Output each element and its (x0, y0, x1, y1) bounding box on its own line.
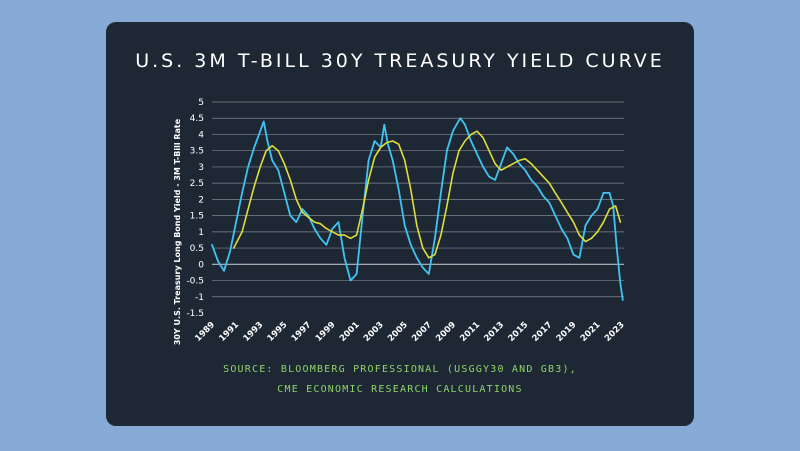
x-tick-label: 2023 (603, 320, 627, 344)
x-tick-label: 2019 (555, 320, 579, 344)
source-line-2: CME ECONOMIC RESEARCH CALCULATIONS (277, 384, 523, 395)
x-tick-label: 2001 (338, 320, 362, 344)
x-tick-labels: 1989 1991 1993 1995 1997 1999 2001 2003 2005 2007… (193, 320, 626, 344)
x-tick-label: 1997 (290, 320, 314, 344)
source-line-1: SOURCE: BLOOMBERG PROFESSIONAL (USGGY30 … (223, 364, 577, 375)
y-tick-label: 2.5 (190, 179, 204, 189)
y-tick-label: 1.5 (190, 212, 204, 222)
y-tick-label: 0 (198, 260, 204, 270)
chart-title: U.S. 3M T-BILL 30Y TREASURY YIELD CURVE (135, 50, 665, 72)
x-tick-label: 1991 (217, 320, 241, 344)
x-tick-label: 2015 (507, 320, 531, 344)
x-tick-label: 2021 (579, 320, 603, 344)
x-tick-label: 2005 (386, 320, 410, 344)
x-tick-label: 2007 (410, 320, 434, 344)
x-tick-label: 2013 (482, 320, 506, 344)
x-tick-label: 2011 (458, 320, 482, 344)
x-tick-label: 2017 (531, 320, 555, 344)
y-tick-label: 2 (198, 195, 204, 205)
y-tick-label: 4 (198, 130, 204, 140)
x-tick-label: 1995 (266, 320, 290, 344)
x-tick-label: 2009 (434, 320, 458, 344)
y-tick-label: 4.5 (190, 114, 204, 124)
y-tick-label: -0.5 (186, 277, 204, 287)
x-tick-label: 1999 (314, 320, 338, 344)
x-tick-label: 2003 (362, 320, 386, 344)
y-axis-label: 30Y U.S. Treasury Long Bond Yield - 3M T… (173, 118, 182, 345)
y-tick-label: -1 (195, 293, 204, 303)
moving-average-line (232, 130, 622, 259)
y-tick-label: 1 (198, 228, 204, 238)
y-tick-label: -1.5 (186, 309, 204, 319)
y-tick-labels: 5 4.5 4 3.5 3 2.5 2 1.5 1 0.5 0 -0.5 -1 -1.5 (186, 98, 204, 319)
y-tick-label: 5 (198, 98, 204, 108)
grid-lines (212, 101, 624, 298)
y-tick-label: 0.5 (190, 244, 204, 254)
y-tick-label: 3.5 (190, 147, 204, 157)
y-tick-label: 3 (198, 163, 204, 173)
x-tick-label: 1993 (241, 320, 265, 344)
spread-series-line (211, 117, 624, 301)
yield-curve-chart: 5 4.5 4 3.5 3 2.5 2 1.5 1 0.5 0 -0.5 -1 -1.5 1989 1991… (173, 98, 627, 345)
chart-card: U.S. 3M T-BILL 30Y TREASURY YIELD CURVE … (106, 22, 694, 426)
x-tick-label: 1989 (193, 320, 217, 344)
series-lines (211, 117, 624, 301)
